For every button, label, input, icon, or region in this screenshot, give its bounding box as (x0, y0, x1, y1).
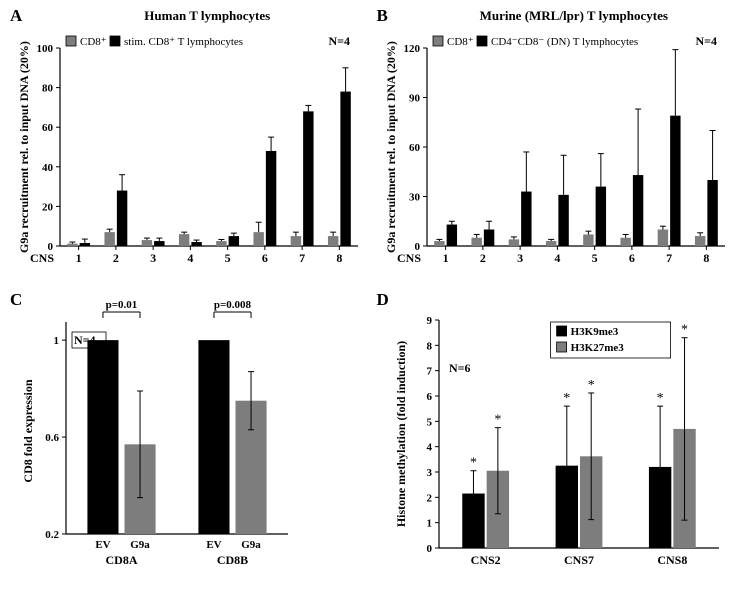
svg-text:CD8B: CD8B (217, 553, 248, 567)
svg-text:N=4: N=4 (328, 34, 350, 48)
svg-text:*: * (681, 323, 688, 338)
svg-text:1: 1 (426, 518, 432, 530)
panel-A: A Human T lymphocytes 020406080100G9a re… (8, 8, 371, 286)
svg-text:CD8⁺: CD8⁺ (447, 36, 474, 48)
svg-text:CNS7: CNS7 (563, 553, 593, 567)
svg-text:2: 2 (113, 251, 119, 265)
svg-text:H3K9me3: H3K9me3 (570, 326, 618, 338)
svg-text:4: 4 (187, 251, 193, 265)
svg-text:5: 5 (426, 416, 432, 428)
panel-B-label: B (377, 6, 388, 26)
svg-text:CNS8: CNS8 (657, 553, 687, 567)
svg-text:8: 8 (703, 251, 709, 265)
panel-B-chart: 0306090120G9a recruitment rel. to input … (375, 26, 735, 286)
panel-D-label: D (377, 290, 389, 310)
svg-text:CD4⁻CD8⁻ (DN) T lymphocytes: CD4⁻CD8⁻ (DN) T lymphocytes (491, 36, 638, 48)
svg-text:CNS2: CNS2 (470, 553, 500, 567)
panel-C-label: C (10, 290, 22, 310)
panel-B-title: Murine (MRL/lpr) T lymphocytes (375, 8, 738, 24)
svg-text:2: 2 (426, 492, 432, 504)
svg-text:8: 8 (336, 251, 342, 265)
svg-text:1: 1 (54, 335, 60, 347)
svg-text:p=0.008: p=0.008 (214, 299, 252, 311)
panel-A-chart: 020406080100G9a recruitment rel. to inpu… (8, 26, 368, 286)
svg-text:3: 3 (426, 467, 432, 479)
svg-text:*: * (587, 378, 594, 393)
svg-text:6: 6 (628, 251, 634, 265)
svg-text:5: 5 (225, 251, 231, 265)
svg-text:CD8 fold expression: CD8 fold expression (21, 379, 35, 482)
svg-text:3: 3 (150, 251, 156, 265)
svg-text:*: * (656, 391, 663, 406)
svg-text:*: * (494, 413, 501, 428)
svg-text:N=6: N=6 (449, 361, 471, 375)
svg-text:120: 120 (403, 43, 420, 55)
svg-text:90: 90 (409, 93, 421, 105)
svg-text:1: 1 (76, 251, 82, 265)
svg-text:G9a: G9a (130, 539, 150, 551)
svg-text:H3K27me3: H3K27me3 (570, 342, 624, 354)
svg-text:8: 8 (426, 340, 432, 352)
panel-A-label: A (10, 6, 22, 26)
svg-text:40: 40 (42, 162, 54, 174)
svg-text:*: * (563, 391, 570, 406)
svg-text:7: 7 (426, 366, 432, 378)
panel-C-chart: 0.2 0.6 1 CD8 fold expression EV G9a CD8A p=0.0… (8, 292, 308, 582)
svg-text:p=0.01: p=0.01 (106, 299, 138, 311)
svg-text:2: 2 (479, 251, 485, 265)
svg-text:CNS: CNS (30, 251, 54, 265)
svg-text:G9a recruitment rel. to input: G9a recruitment rel. to input DNA (20%) (17, 41, 31, 253)
svg-text:G9a: G9a (241, 539, 261, 551)
svg-text:7: 7 (299, 251, 305, 265)
svg-text:G9a recruitment rel. to input: G9a recruitment rel. to input DNA (20%) (384, 41, 398, 253)
svg-text:4: 4 (554, 251, 560, 265)
svg-text:0.6: 0.6 (45, 432, 59, 444)
svg-text:30: 30 (409, 192, 421, 204)
svg-text:7: 7 (666, 251, 672, 265)
svg-text:1: 1 (442, 251, 448, 265)
svg-text:60: 60 (42, 122, 54, 134)
svg-text:100: 100 (37, 43, 54, 55)
svg-text:6: 6 (262, 251, 268, 265)
svg-text:3: 3 (517, 251, 523, 265)
svg-text:*: * (469, 456, 476, 471)
svg-text:60: 60 (409, 142, 421, 154)
svg-text:N=4: N=4 (74, 333, 96, 347)
panel-C: C 0.2 0.6 1 CD8 fold expression EV G9a CD8A p=0… (8, 292, 371, 582)
svg-text:9: 9 (426, 315, 432, 327)
svg-text:6: 6 (426, 391, 432, 403)
svg-text:0: 0 (426, 543, 432, 555)
svg-text:N=4: N=4 (695, 34, 717, 48)
figure-grid: A Human T lymphocytes 0 20 40 60 80 100 G9a re… (8, 8, 737, 582)
panel-D: D 0 1 2 3 4 5 6 7 8 9 Histone methylation (fold in… (375, 292, 738, 582)
panel-B: B Murine (MRL/lpr) T lymphocytes 0306090… (375, 8, 738, 286)
svg-text:stim. CD8⁺ T lymphocytes: stim. CD8⁺ T lymphocytes (124, 36, 243, 48)
panel-D-chart: 0 1 2 3 4 5 6 7 8 9 Histone methylation (fold indu… (375, 292, 735, 582)
svg-text:20: 20 (42, 201, 54, 213)
svg-text:Histone methylation (fold indu: Histone methylation (fold induction) (394, 341, 408, 527)
svg-text:80: 80 (42, 83, 54, 95)
svg-text:EV: EV (95, 539, 110, 551)
svg-text:5: 5 (591, 251, 597, 265)
svg-text:4: 4 (426, 442, 432, 454)
svg-text:CD8A: CD8A (106, 553, 138, 567)
panel-A-title: Human T lymphocytes (8, 8, 371, 24)
svg-text:EV: EV (206, 539, 221, 551)
svg-text:0.2: 0.2 (45, 529, 59, 541)
svg-text:CD8⁺: CD8⁺ (80, 36, 107, 48)
svg-text:CNS: CNS (396, 251, 420, 265)
